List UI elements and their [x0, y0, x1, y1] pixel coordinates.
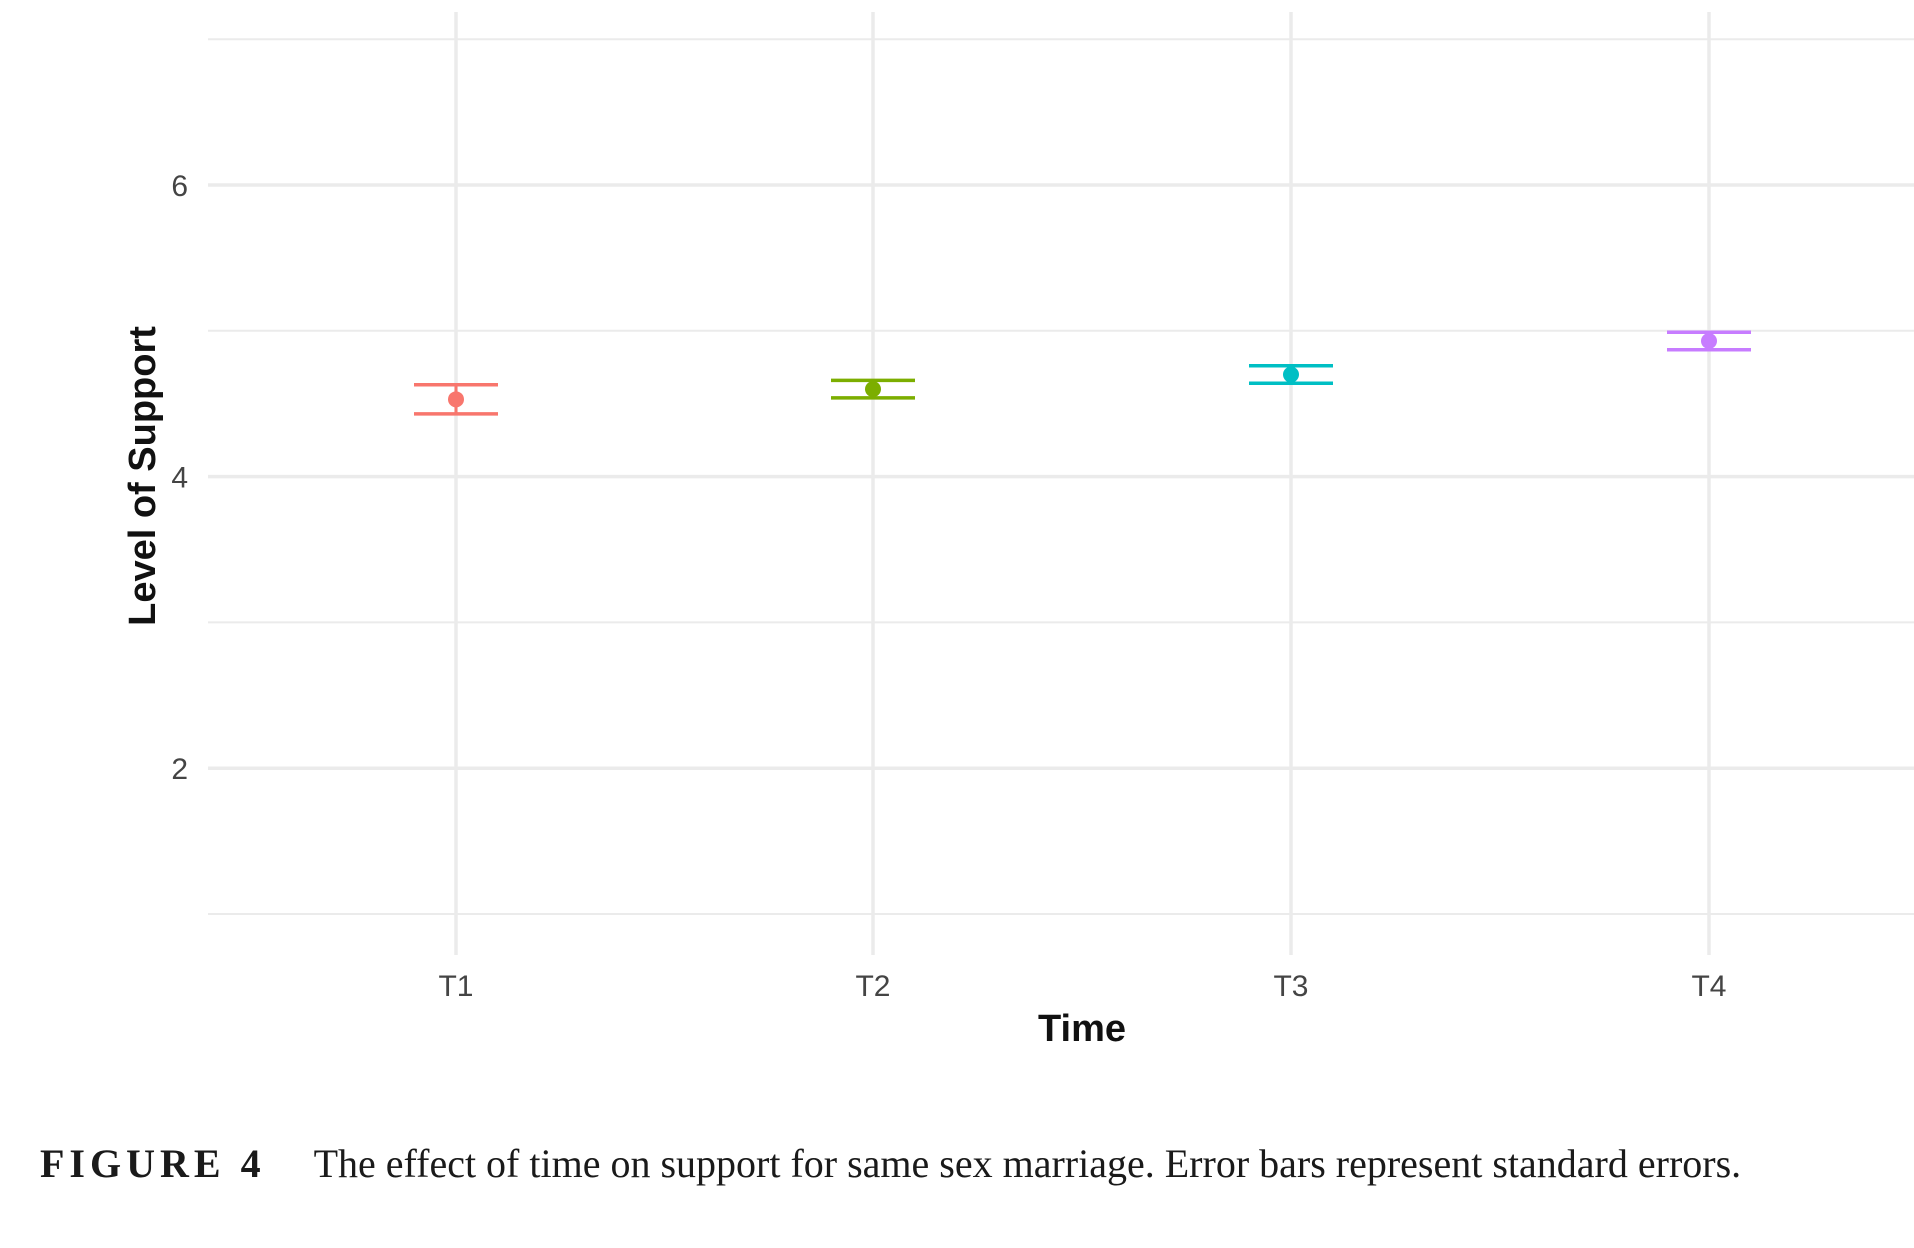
figure-label: FIGURE 4	[40, 1141, 266, 1186]
y-tick-label: 4	[171, 462, 188, 495]
axis-labels: 2 4 6 T1 T2 T3 T4	[171, 170, 1726, 1003]
data-point	[1701, 333, 1717, 350]
y-tick-label: 2	[171, 753, 188, 786]
grid	[208, 12, 1914, 955]
x-tick-label: T4	[1691, 970, 1726, 1003]
caption-text: The effect of time on support for same s…	[313, 1141, 1742, 1186]
x-tick-label: T1	[438, 970, 473, 1003]
data-point	[865, 381, 881, 398]
x-tick-label: T2	[855, 970, 890, 1003]
data-point	[448, 391, 464, 408]
chart: 2 4 6 T1 T2 T3 T4 Time Level of Support	[122, 12, 1914, 1050]
x-tick-label: T3	[1273, 970, 1308, 1003]
y-axis-title: Level of Support	[122, 326, 164, 626]
figure-caption: FIGURE 4 The effect of time on support fo…	[40, 1140, 1741, 1187]
data-point	[1283, 366, 1299, 383]
data-marks	[414, 330, 1751, 416]
y-tick-label: 6	[171, 170, 188, 203]
x-axis-title: Time	[1038, 1008, 1126, 1050]
